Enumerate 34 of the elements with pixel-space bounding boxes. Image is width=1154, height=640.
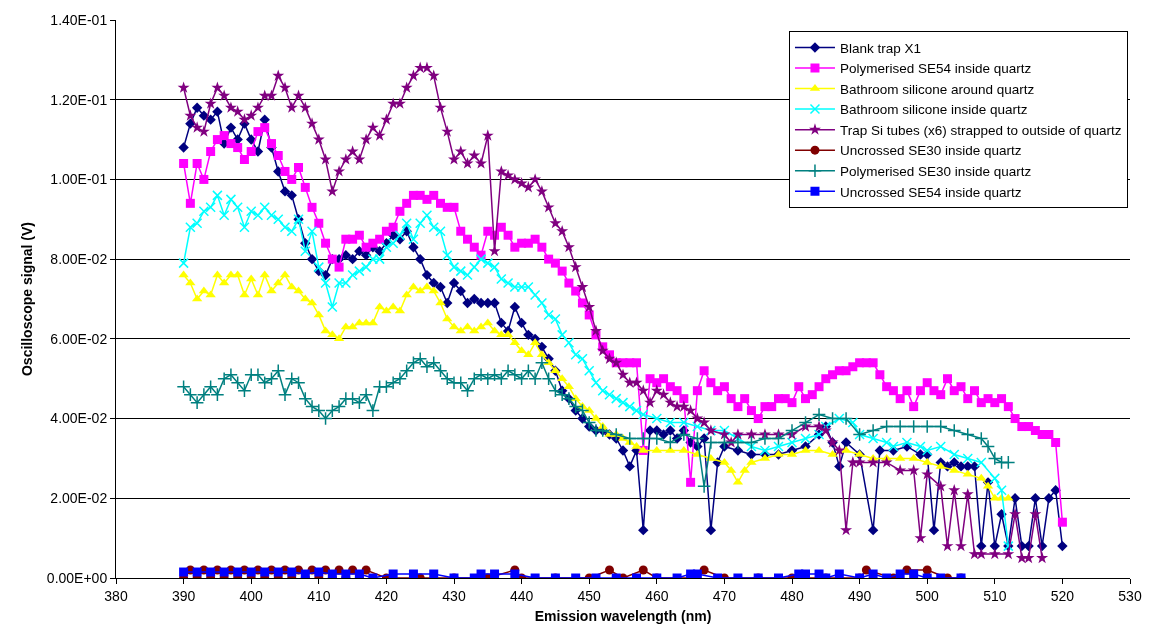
x-tick-label: 400: [239, 587, 264, 604]
x-tick-label: 490: [847, 587, 872, 604]
y-tick-label: 1.20E-01: [50, 91, 108, 108]
legend-label: Uncrossed SE30 inside quartz: [839, 143, 1022, 159]
x-tick-label: 440: [509, 587, 534, 604]
y-tick-label: 4.00E-02: [50, 410, 108, 427]
x-tick-label: 480: [780, 587, 804, 604]
x-tick-label: 380: [104, 587, 128, 604]
x-tick-label: 510: [983, 587, 1007, 604]
x-tick-label: 390: [171, 587, 196, 604]
legend-label: Trap Si tubes (x6) strapped to outside of quartz: [839, 122, 1122, 138]
x-tick-label: 410: [307, 587, 331, 604]
legend-label: Polymerised SE30 inside quartz: [839, 164, 1032, 179]
x-tick-label: 450: [577, 587, 602, 604]
x-tick-label: 470: [712, 587, 737, 604]
legend-label: Bathroom silicone around quartz: [839, 81, 1035, 97]
x-tick-label: 500: [915, 587, 940, 604]
y-tick-label: 2.00E-02: [50, 490, 108, 507]
y-tick-label: 1.00E-01: [50, 171, 108, 188]
x-tick-label: 460: [645, 587, 669, 604]
legend-label: Polymerised SE54 inside quartz: [839, 61, 1032, 77]
x-tick-label: 430: [442, 587, 466, 604]
x-axis-title: Emission wavelength (nm): [534, 608, 712, 625]
x-tick-label: 420: [374, 587, 399, 604]
x-tick-label: 530: [1118, 587, 1142, 604]
y-axis-title: Oscilloscope signal (V): [19, 221, 36, 377]
legend-label: Blank trap X1: [839, 40, 922, 56]
legend-label: Uncrossed SE54 inside quartz: [839, 184, 1022, 200]
legend-label: Bathroom silicone inside quartz: [839, 102, 1028, 118]
y-tick-label: 1.40E-01: [50, 11, 108, 28]
y-tick-label: 8.00E-02: [50, 251, 108, 268]
x-tick-label: 520: [1050, 587, 1075, 604]
y-tick-label: 0.00E+00: [46, 569, 108, 586]
y-tick-label: 6.00E-02: [50, 330, 108, 347]
